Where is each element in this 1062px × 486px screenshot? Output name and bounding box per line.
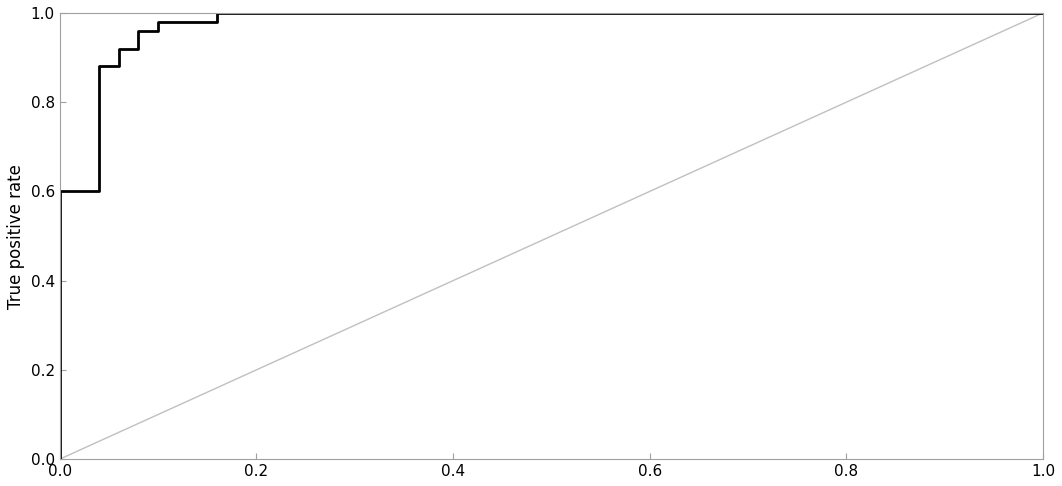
Y-axis label: True positive rate: True positive rate — [7, 164, 24, 309]
